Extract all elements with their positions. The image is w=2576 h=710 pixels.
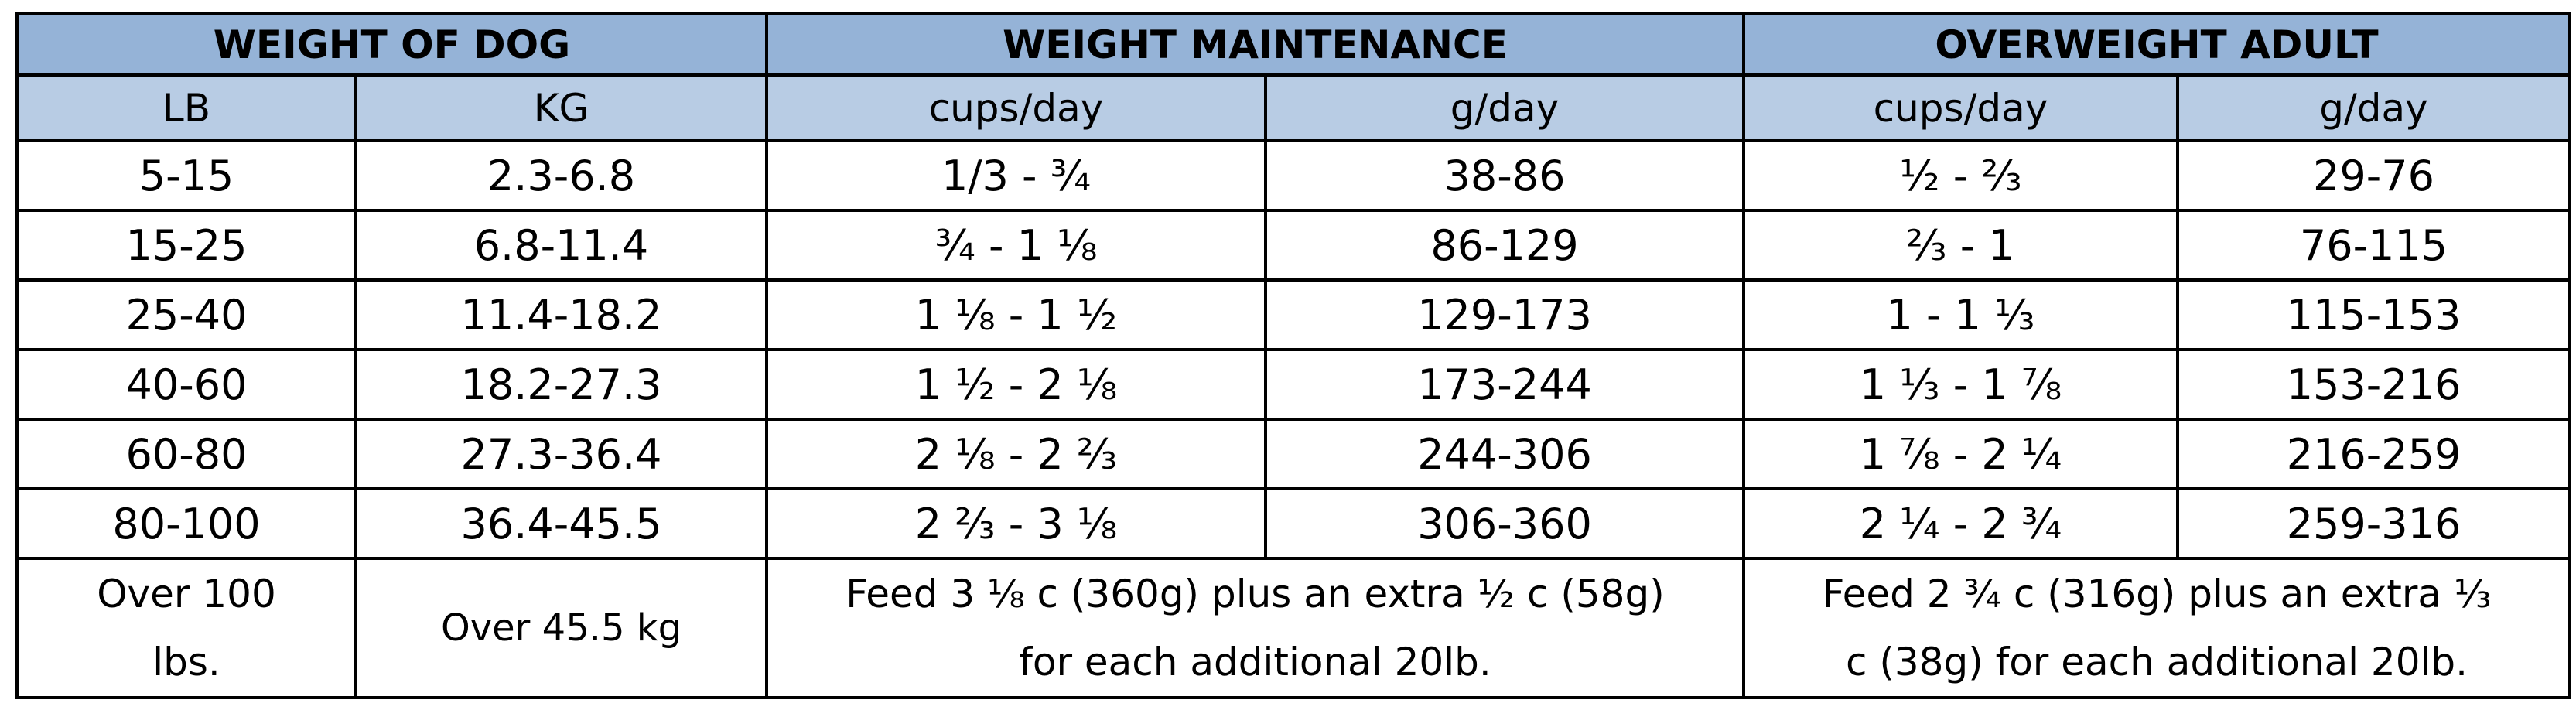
- maintenance-note-cell: Feed 3 ⅛ c (360g) plus an extra ½ c (58g…: [765, 557, 1745, 699]
- table-row: 5-15 2.3-6.8 1/3 - ¾ 38-86 ½ - ⅔ 29-76: [15, 139, 2572, 212]
- over-100-row: Over 100 lbs. Over 45.5 kg Feed 3 ⅛ c (3…: [15, 557, 2572, 699]
- over-100-lb-cell: Over 100 lbs.: [15, 557, 357, 699]
- maintenance-cups-header: cups/day: [765, 73, 1267, 142]
- table-row: 80-100 36.4-45.5 2 ⅔ - 3 ⅛ 306-360 2 ¼ -…: [15, 487, 2572, 560]
- maintenance-cups-cell: 1 ⅛ - 1 ½: [765, 278, 1267, 351]
- kg-cell: 18.2-27.3: [354, 348, 768, 421]
- overweight-adult-header: OVERWEIGHT ADULT: [1741, 12, 2572, 77]
- lb-cell: 80-100: [15, 487, 357, 560]
- kg-cell: 27.3-36.4: [354, 418, 768, 490]
- lb-cell: 5-15: [15, 139, 357, 212]
- maintenance-cups-cell: 2 ⅔ - 3 ⅛: [765, 487, 1267, 560]
- maintenance-grams-header: g/day: [1264, 73, 1745, 142]
- overweight-note-line1: Feed 2 ¾ c (316g) plus an extra ⅓: [1822, 572, 2492, 616]
- overweight-cups-cell: ½ - ⅔: [1742, 139, 2179, 212]
- overweight-cups-cell: 2 ¼ - 2 ¾: [1742, 487, 2179, 560]
- overweight-grams-cell: 259-316: [2175, 487, 2572, 560]
- table-row: 60-80 27.3-36.4 2 ⅛ - 2 ⅔ 244-306 1 ⅞ - …: [15, 418, 2572, 490]
- maintenance-cups-cell: 1 ½ - 2 ⅛: [765, 348, 1267, 421]
- maintenance-grams-cell: 86-129: [1264, 209, 1745, 282]
- kg-cell: 6.8-11.4: [354, 209, 768, 282]
- overweight-note-line2: c (38g) for each additional 20lb.: [1845, 640, 2468, 684]
- over-100-lb-line1: Over 100: [97, 572, 276, 616]
- lb-cell: 15-25: [15, 209, 357, 282]
- lb-cell: 40-60: [15, 348, 357, 421]
- table-row: 40-60 18.2-27.3 1 ½ - 2 ⅛ 173-244 1 ⅓ - …: [15, 348, 2572, 421]
- lb-cell: 60-80: [15, 418, 357, 490]
- overweight-cups-cell: 1 ⅞ - 2 ¼: [1742, 418, 2179, 490]
- maintenance-grams-cell: 306-360: [1264, 487, 1745, 560]
- maintenance-cups-cell: 1/3 - ¾: [765, 139, 1267, 212]
- weight-of-dog-header: WEIGHT OF DOG: [15, 12, 768, 77]
- over-100-lb-line2: lbs.: [152, 640, 220, 684]
- overweight-cups-cell: 1 - 1 ⅓: [1742, 278, 2179, 351]
- unit-header-row: LB KG cups/day g/day cups/day g/day: [15, 73, 2572, 142]
- lb-cell: 25-40: [15, 278, 357, 351]
- over-100-kg-cell: Over 45.5 kg: [354, 557, 768, 699]
- kg-cell: 36.4-45.5: [354, 487, 768, 560]
- maintenance-grams-cell: 173-244: [1264, 348, 1745, 421]
- dog-feeding-table: WEIGHT OF DOG WEIGHT MAINTENANCE OVERWEI…: [15, 12, 2572, 699]
- maintenance-note-line1: Feed 3 ⅛ c (360g) plus an extra ½ c (58g…: [846, 572, 1665, 616]
- group-header-row: WEIGHT OF DOG WEIGHT MAINTENANCE OVERWEI…: [15, 12, 2572, 77]
- lb-header: LB: [15, 73, 357, 142]
- kg-header: KG: [354, 73, 768, 142]
- table-row: 15-25 6.8-11.4 ¾ - 1 ⅛ 86-129 ⅔ - 1 76-1…: [15, 209, 2572, 282]
- table-row: 25-40 11.4-18.2 1 ⅛ - 1 ½ 129-173 1 - 1 …: [15, 278, 2572, 351]
- maintenance-cups-cell: ¾ - 1 ⅛: [765, 209, 1267, 282]
- overweight-grams-cell: 76-115: [2175, 209, 2572, 282]
- overweight-grams-cell: 29-76: [2175, 139, 2572, 212]
- weight-maintenance-header: WEIGHT MAINTENANCE: [765, 12, 1745, 77]
- overweight-cups-cell: ⅔ - 1: [1742, 209, 2179, 282]
- overweight-grams-cell: 115-153: [2175, 278, 2572, 351]
- kg-cell: 11.4-18.2: [354, 278, 768, 351]
- kg-cell: 2.3-6.8: [354, 139, 768, 212]
- maintenance-cups-cell: 2 ⅛ - 2 ⅔: [765, 418, 1267, 490]
- overweight-note-cell: Feed 2 ¾ c (316g) plus an extra ⅓ c (38g…: [1741, 557, 2572, 699]
- maintenance-grams-cell: 244-306: [1264, 418, 1745, 490]
- overweight-grams-cell: 216-259: [2175, 418, 2572, 490]
- overweight-grams-header: g/day: [2175, 73, 2572, 142]
- maintenance-note-line2: for each additional 20lb.: [1019, 640, 1491, 684]
- maintenance-grams-cell: 38-86: [1264, 139, 1745, 212]
- overweight-grams-cell: 153-216: [2175, 348, 2572, 421]
- maintenance-grams-cell: 129-173: [1264, 278, 1745, 351]
- overweight-cups-header: cups/day: [1742, 73, 2179, 142]
- overweight-cups-cell: 1 ⅓ - 1 ⅞: [1742, 348, 2179, 421]
